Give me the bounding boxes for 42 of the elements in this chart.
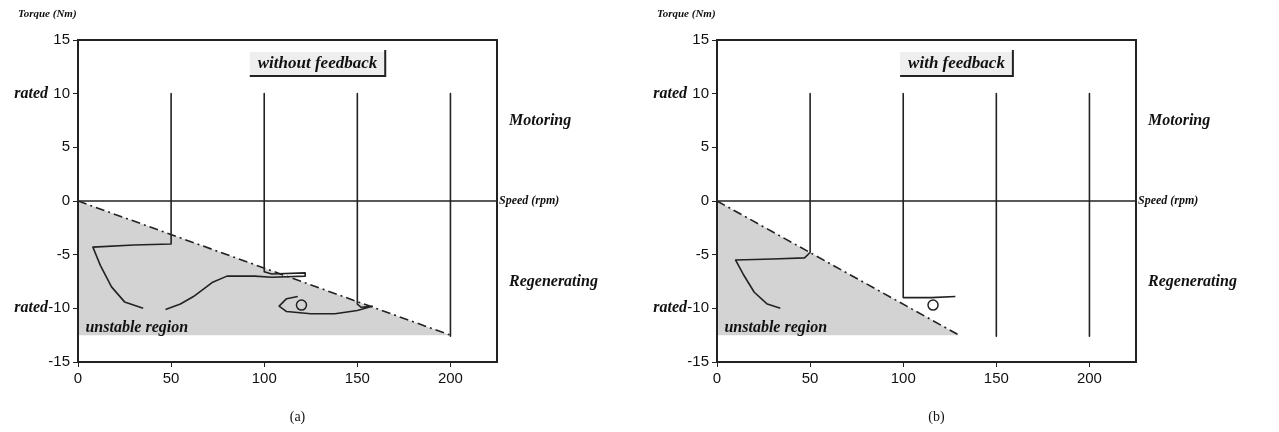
y-tick-label: -10 <box>48 298 70 316</box>
x-axis-title: Speed (rpm) <box>499 193 560 208</box>
y-tick-label: 15 <box>53 30 70 48</box>
text: with feedback <box>908 53 1006 73</box>
x-tick-label: 50 <box>162 369 180 387</box>
x-tick-label: 50 <box>801 369 819 387</box>
y-tick-label: 0 <box>700 191 709 209</box>
x-tick-label: 150 <box>983 369 1009 387</box>
y-axis-title: Torque (Nm) <box>18 7 77 21</box>
text: Regenerating <box>1147 271 1237 290</box>
text: rated <box>653 298 688 316</box>
text: Motoring <box>1147 110 1211 129</box>
annotation: unstable region <box>85 317 189 336</box>
x-tick-label: 0 <box>712 369 722 387</box>
y-tick-label: 0 <box>61 191 70 209</box>
y-tick-label: 15 <box>692 30 709 48</box>
x-tick-label: 100 <box>251 369 277 387</box>
x-tick-label: 200 <box>1076 369 1102 387</box>
y-tick-label: 5 <box>700 137 709 155</box>
text: (b) <box>928 408 945 425</box>
x-tick-label: 150 <box>344 369 370 387</box>
text: (a) <box>289 408 306 425</box>
text: without feedback <box>257 53 378 73</box>
text: Motoring <box>508 110 572 129</box>
y-tick-label: -5 <box>695 244 709 262</box>
y-tick-label: -10 <box>687 298 709 316</box>
text: Regenerating <box>508 271 598 290</box>
x-tick-label: 200 <box>437 369 463 387</box>
y-tick-label: 10 <box>692 83 709 101</box>
y-tick-label: -15 <box>48 352 70 370</box>
x-axis-title: Speed (rpm) <box>1138 193 1199 208</box>
text: rated <box>14 298 49 316</box>
y-axis-title: Torque (Nm) <box>657 7 716 21</box>
x-tick-label: 100 <box>890 369 916 387</box>
text: rated <box>653 83 688 101</box>
text: rated <box>14 83 49 101</box>
y-tick-label: -15 <box>687 352 709 370</box>
y-tick-label: -5 <box>56 244 70 262</box>
x-tick-label: 0 <box>73 369 83 387</box>
annotation: unstable region <box>724 317 828 336</box>
y-tick-label: 5 <box>61 137 70 155</box>
y-tick-label: 10 <box>53 83 70 101</box>
